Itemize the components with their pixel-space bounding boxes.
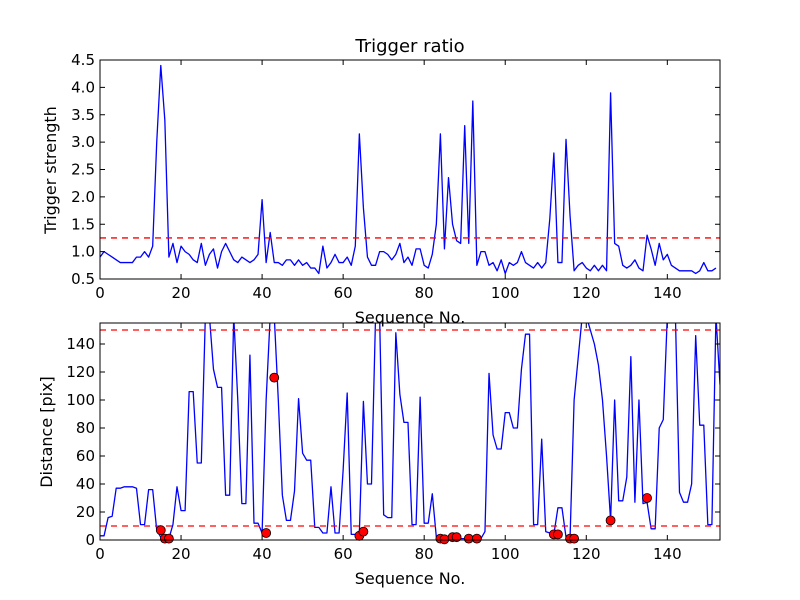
ax0-ytick-label-7: 4.0 bbox=[71, 78, 95, 96]
ax0-xtick-label-7: 140 bbox=[653, 284, 682, 302]
ax0-xtick-label-4: 80 bbox=[415, 284, 434, 302]
ax1-ytick-label-3: 60 bbox=[76, 447, 95, 465]
ax1-ytick-label-0: 0 bbox=[85, 531, 95, 549]
ax1-marker-18 bbox=[642, 493, 652, 503]
ax1-ytick-label-4: 80 bbox=[76, 419, 95, 437]
ax1-ytick-label-7: 140 bbox=[66, 335, 95, 353]
top-axis-ticks: 0 20 40 60 80 100 120 140 0.5 1.0 1.5 2.0 2.5 3.0 3.5 4… bbox=[71, 51, 720, 302]
ax1-marker-17 bbox=[605, 515, 616, 526]
top-subplot: Trigger ratio 0 20 40 60 80 100 120 140 0.5 1.0 1.… bbox=[41, 36, 721, 327]
ax1-marker-8 bbox=[439, 534, 450, 545]
ax0-series-line bbox=[100, 64, 717, 275]
ax1-marker-6 bbox=[358, 526, 369, 537]
ax1-marker-10 bbox=[451, 532, 462, 543]
ax1-marker-4 bbox=[269, 372, 280, 383]
ax1-marker-2 bbox=[163, 533, 174, 544]
top-y-axis-label: Trigger strength bbox=[41, 106, 60, 235]
ax0-xtick-label-2: 40 bbox=[253, 284, 272, 302]
top-chart-title: Trigger ratio bbox=[354, 36, 464, 57]
ax0-ytick-label-4: 2.5 bbox=[71, 161, 95, 179]
ax1-xtick-label-4: 80 bbox=[415, 545, 434, 563]
ax1-xtick-label-6: 120 bbox=[572, 545, 601, 563]
bottom-x-axis-label: Sequence No. bbox=[355, 569, 466, 588]
bottom-plot-frame bbox=[99, 322, 721, 541]
ax0-ytick-label-8: 4.5 bbox=[71, 51, 95, 69]
ax1-ytick-label-2: 40 bbox=[76, 475, 95, 493]
top-x-axis-label: Sequence No. bbox=[355, 308, 466, 327]
bottom-series-group bbox=[100, 323, 720, 540]
bottom-markers-group bbox=[155, 372, 652, 545]
ax1-marker-0 bbox=[155, 525, 166, 536]
ax1-marker-3 bbox=[261, 528, 272, 538]
bottom-y-axis-label: Distance [pix] bbox=[37, 376, 56, 488]
ax0-ytick-label-2: 1.5 bbox=[71, 215, 95, 233]
ax1-xtick-label-1: 20 bbox=[171, 545, 190, 563]
ax0-xtick-label-0: 0 bbox=[95, 284, 105, 302]
ax1-xtick-label-2: 40 bbox=[253, 545, 272, 563]
top-plot-frame bbox=[99, 59, 721, 280]
ax1-marker-14 bbox=[553, 529, 563, 540]
ax0-ytick-label-3: 2.0 bbox=[71, 188, 95, 206]
ax1-xtick-label-5: 100 bbox=[491, 545, 520, 563]
ax1-ytick-label-1: 20 bbox=[76, 503, 95, 521]
ax1-marker-11 bbox=[463, 533, 474, 544]
ax0-ytick-label-1: 1.0 bbox=[71, 243, 95, 261]
ax0-ytick-label-0: 0.5 bbox=[71, 270, 95, 288]
bottom-subplot: 0 20 40 60 80 100 120 140 0 20 40 60 80 100 120 140 Seq… bbox=[37, 322, 721, 588]
ax1-xtick-label-7: 140 bbox=[653, 545, 682, 563]
ax0-ytick-label-5: 3.0 bbox=[71, 133, 95, 151]
ax1-marker-12 bbox=[471, 533, 482, 544]
ax1-xtick-label-0: 0 bbox=[95, 545, 105, 563]
ax1-xtick-label-3: 60 bbox=[334, 545, 353, 563]
ax0-ytick-label-6: 3.5 bbox=[71, 106, 95, 124]
ax0-xtick-label-1: 20 bbox=[171, 284, 190, 302]
ax0-xtick-label-3: 60 bbox=[334, 284, 353, 302]
ax1-marker-16 bbox=[569, 533, 580, 544]
bottom-threshold-group bbox=[100, 329, 720, 527]
ax1-series-line bbox=[100, 323, 720, 540]
bottom-axis-ticks: 0 20 40 60 80 100 120 140 0 20 40 60 80 100 120 140 bbox=[66, 323, 720, 563]
top-series-group bbox=[100, 64, 717, 275]
ax0-xtick-label-5: 100 bbox=[491, 284, 520, 302]
ax1-ytick-label-5: 100 bbox=[66, 391, 95, 409]
ax1-ytick-label-6: 120 bbox=[66, 363, 95, 381]
ax0-xtick-label-6: 120 bbox=[572, 284, 601, 302]
